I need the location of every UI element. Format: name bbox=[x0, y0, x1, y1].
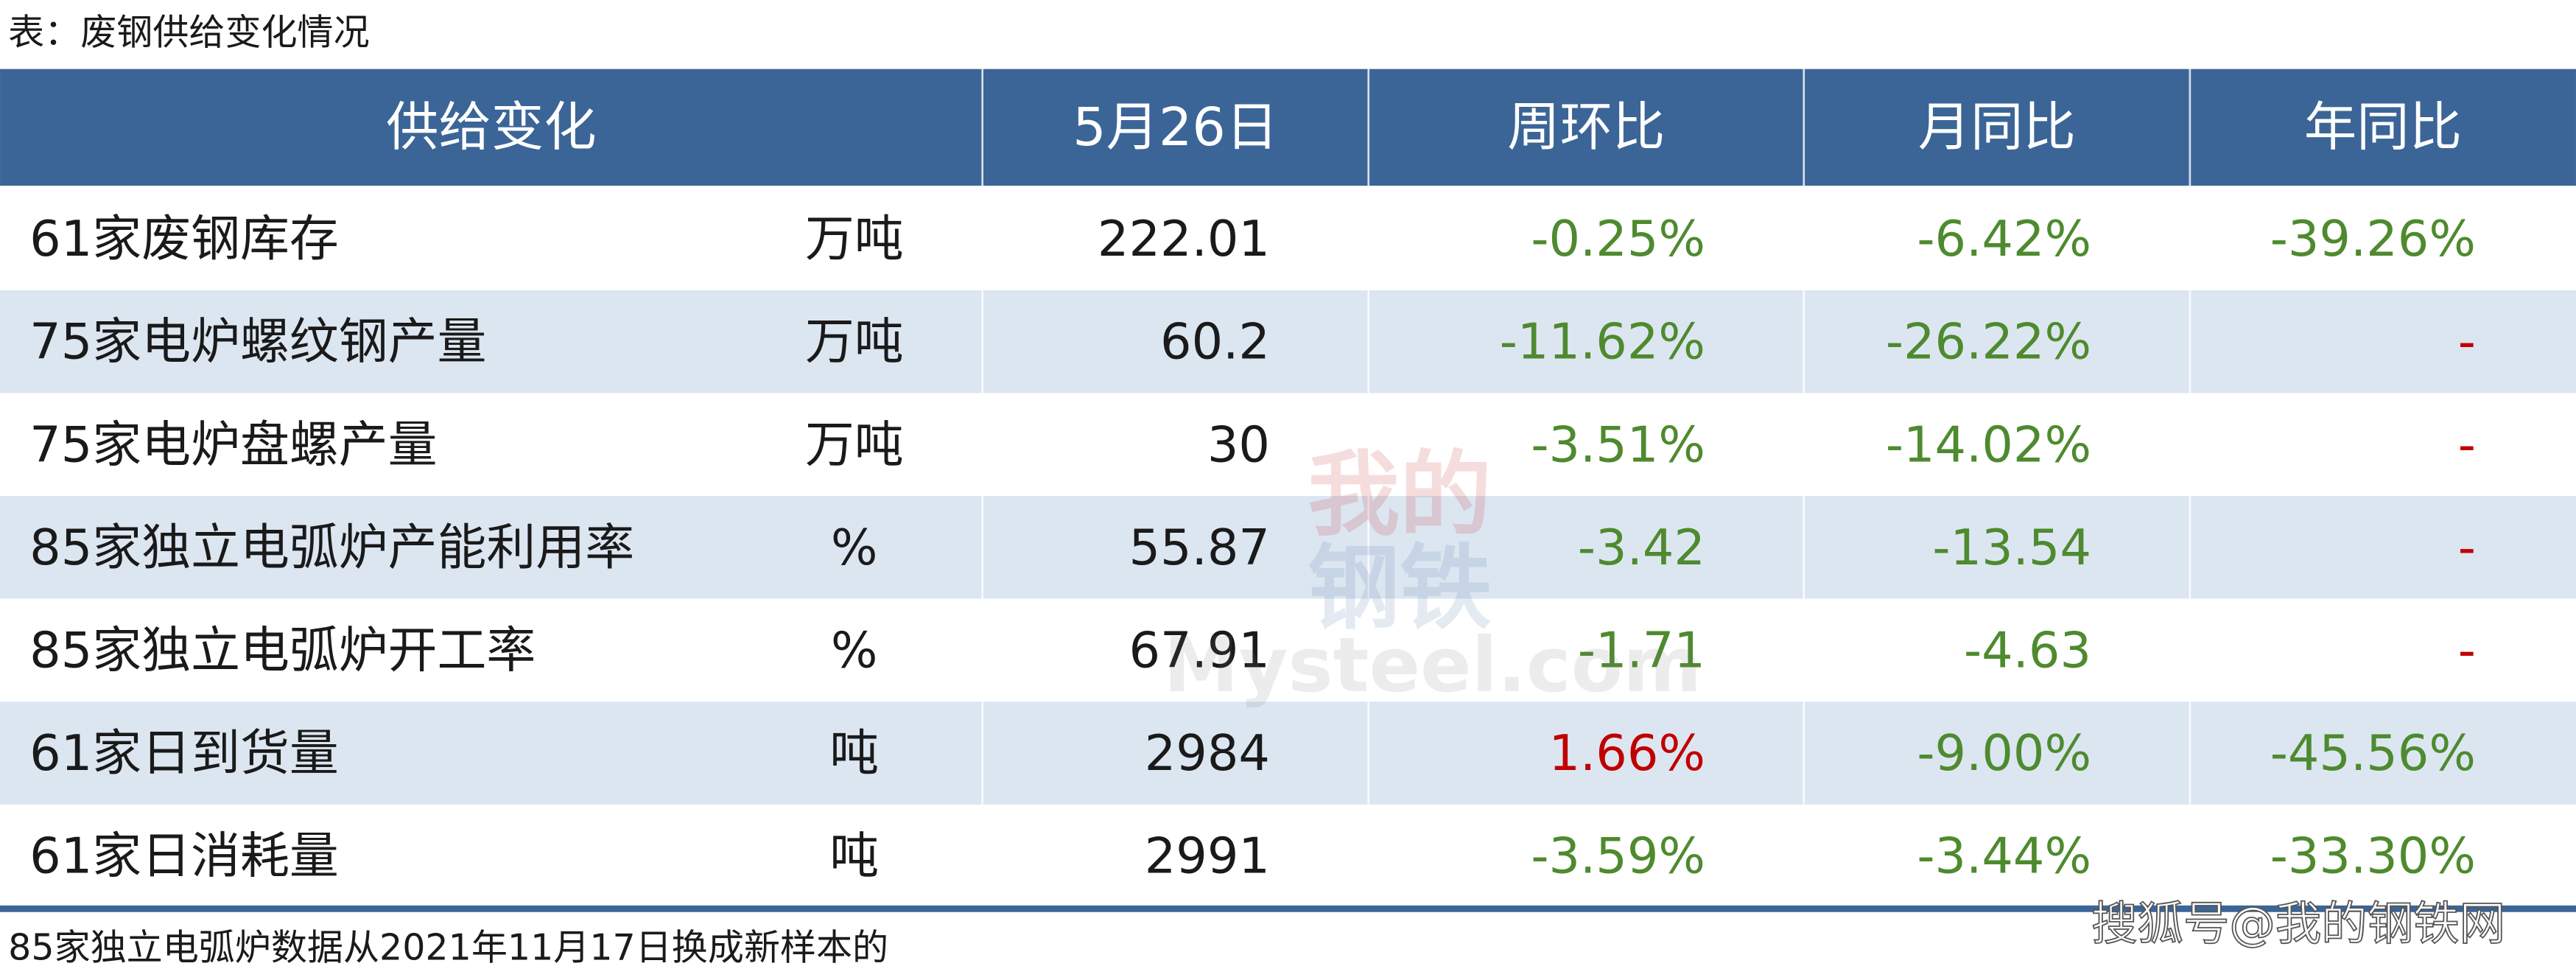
value-cell: -1.71 bbox=[1578, 621, 1705, 679]
value-cell: -33.30% bbox=[2270, 827, 2476, 885]
value-cell: 222.01 bbox=[1098, 210, 1270, 267]
watermark-text: Mysteel.com bbox=[1164, 622, 1702, 710]
unit-cell: 万吨 bbox=[805, 210, 904, 267]
row-background bbox=[0, 290, 2576, 393]
row-background bbox=[0, 393, 2576, 497]
unit-cell: 吨 bbox=[829, 827, 879, 885]
watermark-text: 我的 bbox=[1308, 441, 1492, 548]
value-cell: - bbox=[2458, 416, 2476, 473]
row-label: 85家独立电弧炉开工率 bbox=[29, 621, 536, 679]
value-cell: - bbox=[2458, 621, 2476, 679]
value-cell: -45.56% bbox=[2270, 724, 2476, 782]
value-cell: -3.51% bbox=[1531, 416, 1705, 473]
value-cell: -26.22% bbox=[1886, 313, 2091, 371]
value-cell: 60.2 bbox=[1160, 313, 1270, 371]
value-cell: -3.59% bbox=[1531, 827, 1705, 885]
value-cell: -11.62% bbox=[1500, 313, 1705, 371]
row-background bbox=[0, 804, 2576, 908]
caption: 表：废钢供给变化情况 bbox=[8, 10, 369, 53]
value-cell: 67.91 bbox=[1129, 621, 1270, 679]
bottom-border bbox=[0, 905, 2576, 912]
row-background bbox=[0, 598, 2576, 702]
unit-cell: % bbox=[831, 519, 878, 576]
value-cell: -9.00% bbox=[1917, 724, 2091, 782]
row-background bbox=[0, 187, 2576, 290]
header-cell: 年同比 bbox=[2304, 97, 2462, 158]
row-background bbox=[0, 701, 2576, 805]
value-cell: 2984 bbox=[1145, 724, 1270, 782]
row-label: 61家日消耗量 bbox=[29, 827, 339, 885]
row-label: 61家日到货量 bbox=[29, 724, 339, 782]
unit-cell: 万吨 bbox=[805, 416, 904, 473]
value-cell: -6.42% bbox=[1917, 210, 2091, 267]
logo-watermark: 我的 钢铁 Mysteel.com bbox=[1164, 441, 1702, 710]
value-cell: 2991 bbox=[1145, 827, 1270, 885]
header-cell: 月同比 bbox=[1918, 97, 2076, 158]
source-watermark: 搜狐号@我的钢铁网 bbox=[2091, 897, 2505, 951]
value-cell: -14.02% bbox=[1886, 416, 2091, 473]
value-cell: 30 bbox=[1207, 416, 1270, 473]
value-cell: -3.42 bbox=[1578, 519, 1705, 576]
header-cell: 供给变化 bbox=[386, 97, 596, 158]
value-cell: -0.25% bbox=[1531, 210, 1705, 267]
value-cell: - bbox=[2458, 313, 2476, 371]
header-background bbox=[0, 69, 2576, 186]
row-label: 75家电炉螺纹钢产量 bbox=[29, 313, 486, 371]
header-cell: 周环比 bbox=[1507, 97, 1665, 158]
value-cell: 1.66% bbox=[1548, 724, 1705, 782]
value-cell: -3.44% bbox=[1917, 827, 2091, 885]
value-cell: - bbox=[2458, 519, 2476, 576]
watermark-text: 钢铁 bbox=[1308, 536, 1492, 643]
value-cell: 55.87 bbox=[1129, 519, 1270, 576]
value-cell: -4.63 bbox=[1964, 621, 2091, 679]
unit-cell: 万吨 bbox=[805, 313, 904, 371]
row-label: 75家电炉盘螺产量 bbox=[29, 416, 437, 473]
row-label: 61家废钢库存 bbox=[29, 210, 339, 267]
unit-cell: 吨 bbox=[829, 724, 879, 782]
row-label: 85家独立电弧炉产能利用率 bbox=[29, 519, 634, 576]
footnote: 85家独立电弧炉数据从2021年11月17日换成新样本的 bbox=[8, 926, 888, 969]
row-background bbox=[0, 496, 2576, 599]
value-cell: -13.54 bbox=[1932, 519, 2091, 576]
value-cell: -39.26% bbox=[2270, 210, 2476, 267]
unit-cell: % bbox=[831, 621, 878, 679]
header-cell: 5月26日 bbox=[1073, 97, 1278, 158]
